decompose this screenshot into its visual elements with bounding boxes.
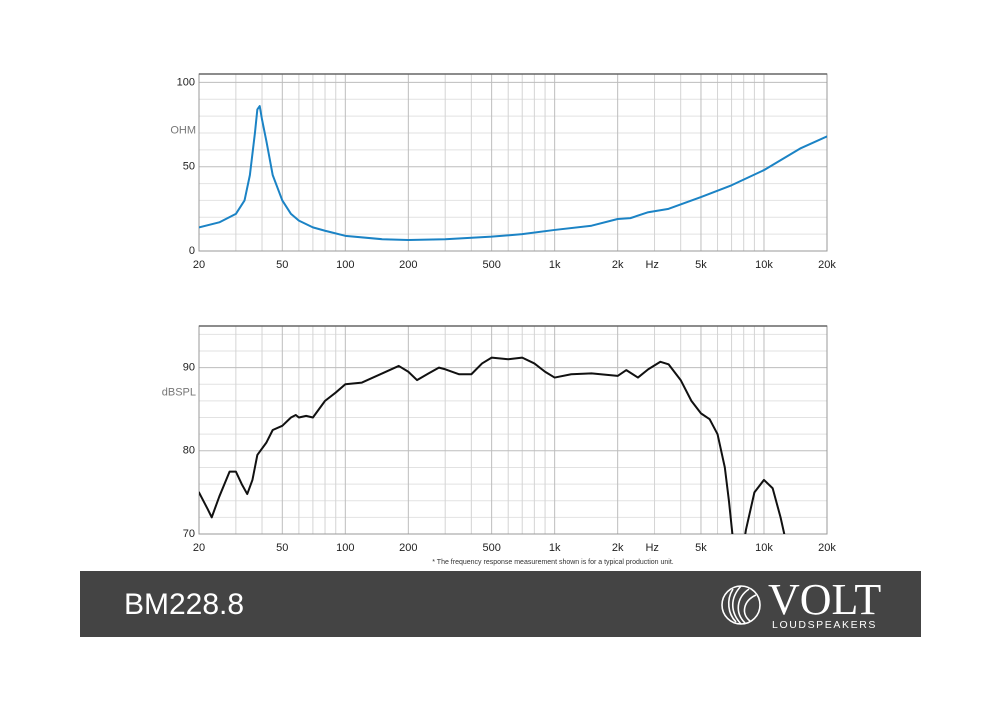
footer-bar [80, 571, 921, 637]
x-tick-label: 10k [755, 542, 773, 554]
footnote: * The frequency response measurement sho… [432, 559, 674, 566]
x-axis-label: Hz [645, 259, 658, 271]
y-axis-label: dBSPL [162, 386, 196, 398]
x-tick-label: 100 [336, 259, 354, 271]
x-tick-label: 1k [549, 542, 561, 554]
y-axis-label: OHM [170, 125, 196, 137]
x-tick-label: 50 [276, 259, 288, 271]
x-axis-label: Hz [645, 542, 658, 554]
logo-icon [721, 585, 761, 625]
data-line [199, 356, 786, 534]
x-tick-label: 2k [612, 259, 624, 271]
y-tick-label: 0 [189, 245, 195, 257]
y-tick-label: 70 [183, 528, 195, 540]
x-tick-label: 20k [818, 259, 836, 271]
x-tick-label: 50 [276, 542, 288, 554]
y-tick-label: 90 [183, 362, 195, 374]
y-tick-label: 80 [183, 445, 195, 457]
x-tick-label: 500 [482, 542, 500, 554]
x-tick-label: 100 [336, 542, 354, 554]
x-tick-label: 20k [818, 542, 836, 554]
brand-tagline: LOUDSPEAKERS [772, 619, 877, 631]
y-tick-label: 50 [183, 161, 195, 173]
x-tick-label: 5k [695, 259, 707, 271]
x-tick-label: 200 [399, 259, 417, 271]
brand-name: VOLT [768, 575, 881, 624]
plot-area [199, 74, 827, 251]
x-tick-label: 5k [695, 542, 707, 554]
x-tick-label: 20 [193, 542, 205, 554]
x-tick-label: 200 [399, 542, 417, 554]
y-tick-label: 100 [177, 76, 195, 88]
data-line [199, 105, 827, 242]
x-tick-label: 500 [482, 259, 500, 271]
x-tick-label: 1k [549, 259, 561, 271]
x-tick-label: 10k [755, 259, 773, 271]
plot-area [199, 326, 827, 534]
x-tick-label: 2k [612, 542, 624, 554]
x-tick-label: 20 [193, 259, 205, 271]
model-name: BM228.8 [124, 588, 244, 621]
